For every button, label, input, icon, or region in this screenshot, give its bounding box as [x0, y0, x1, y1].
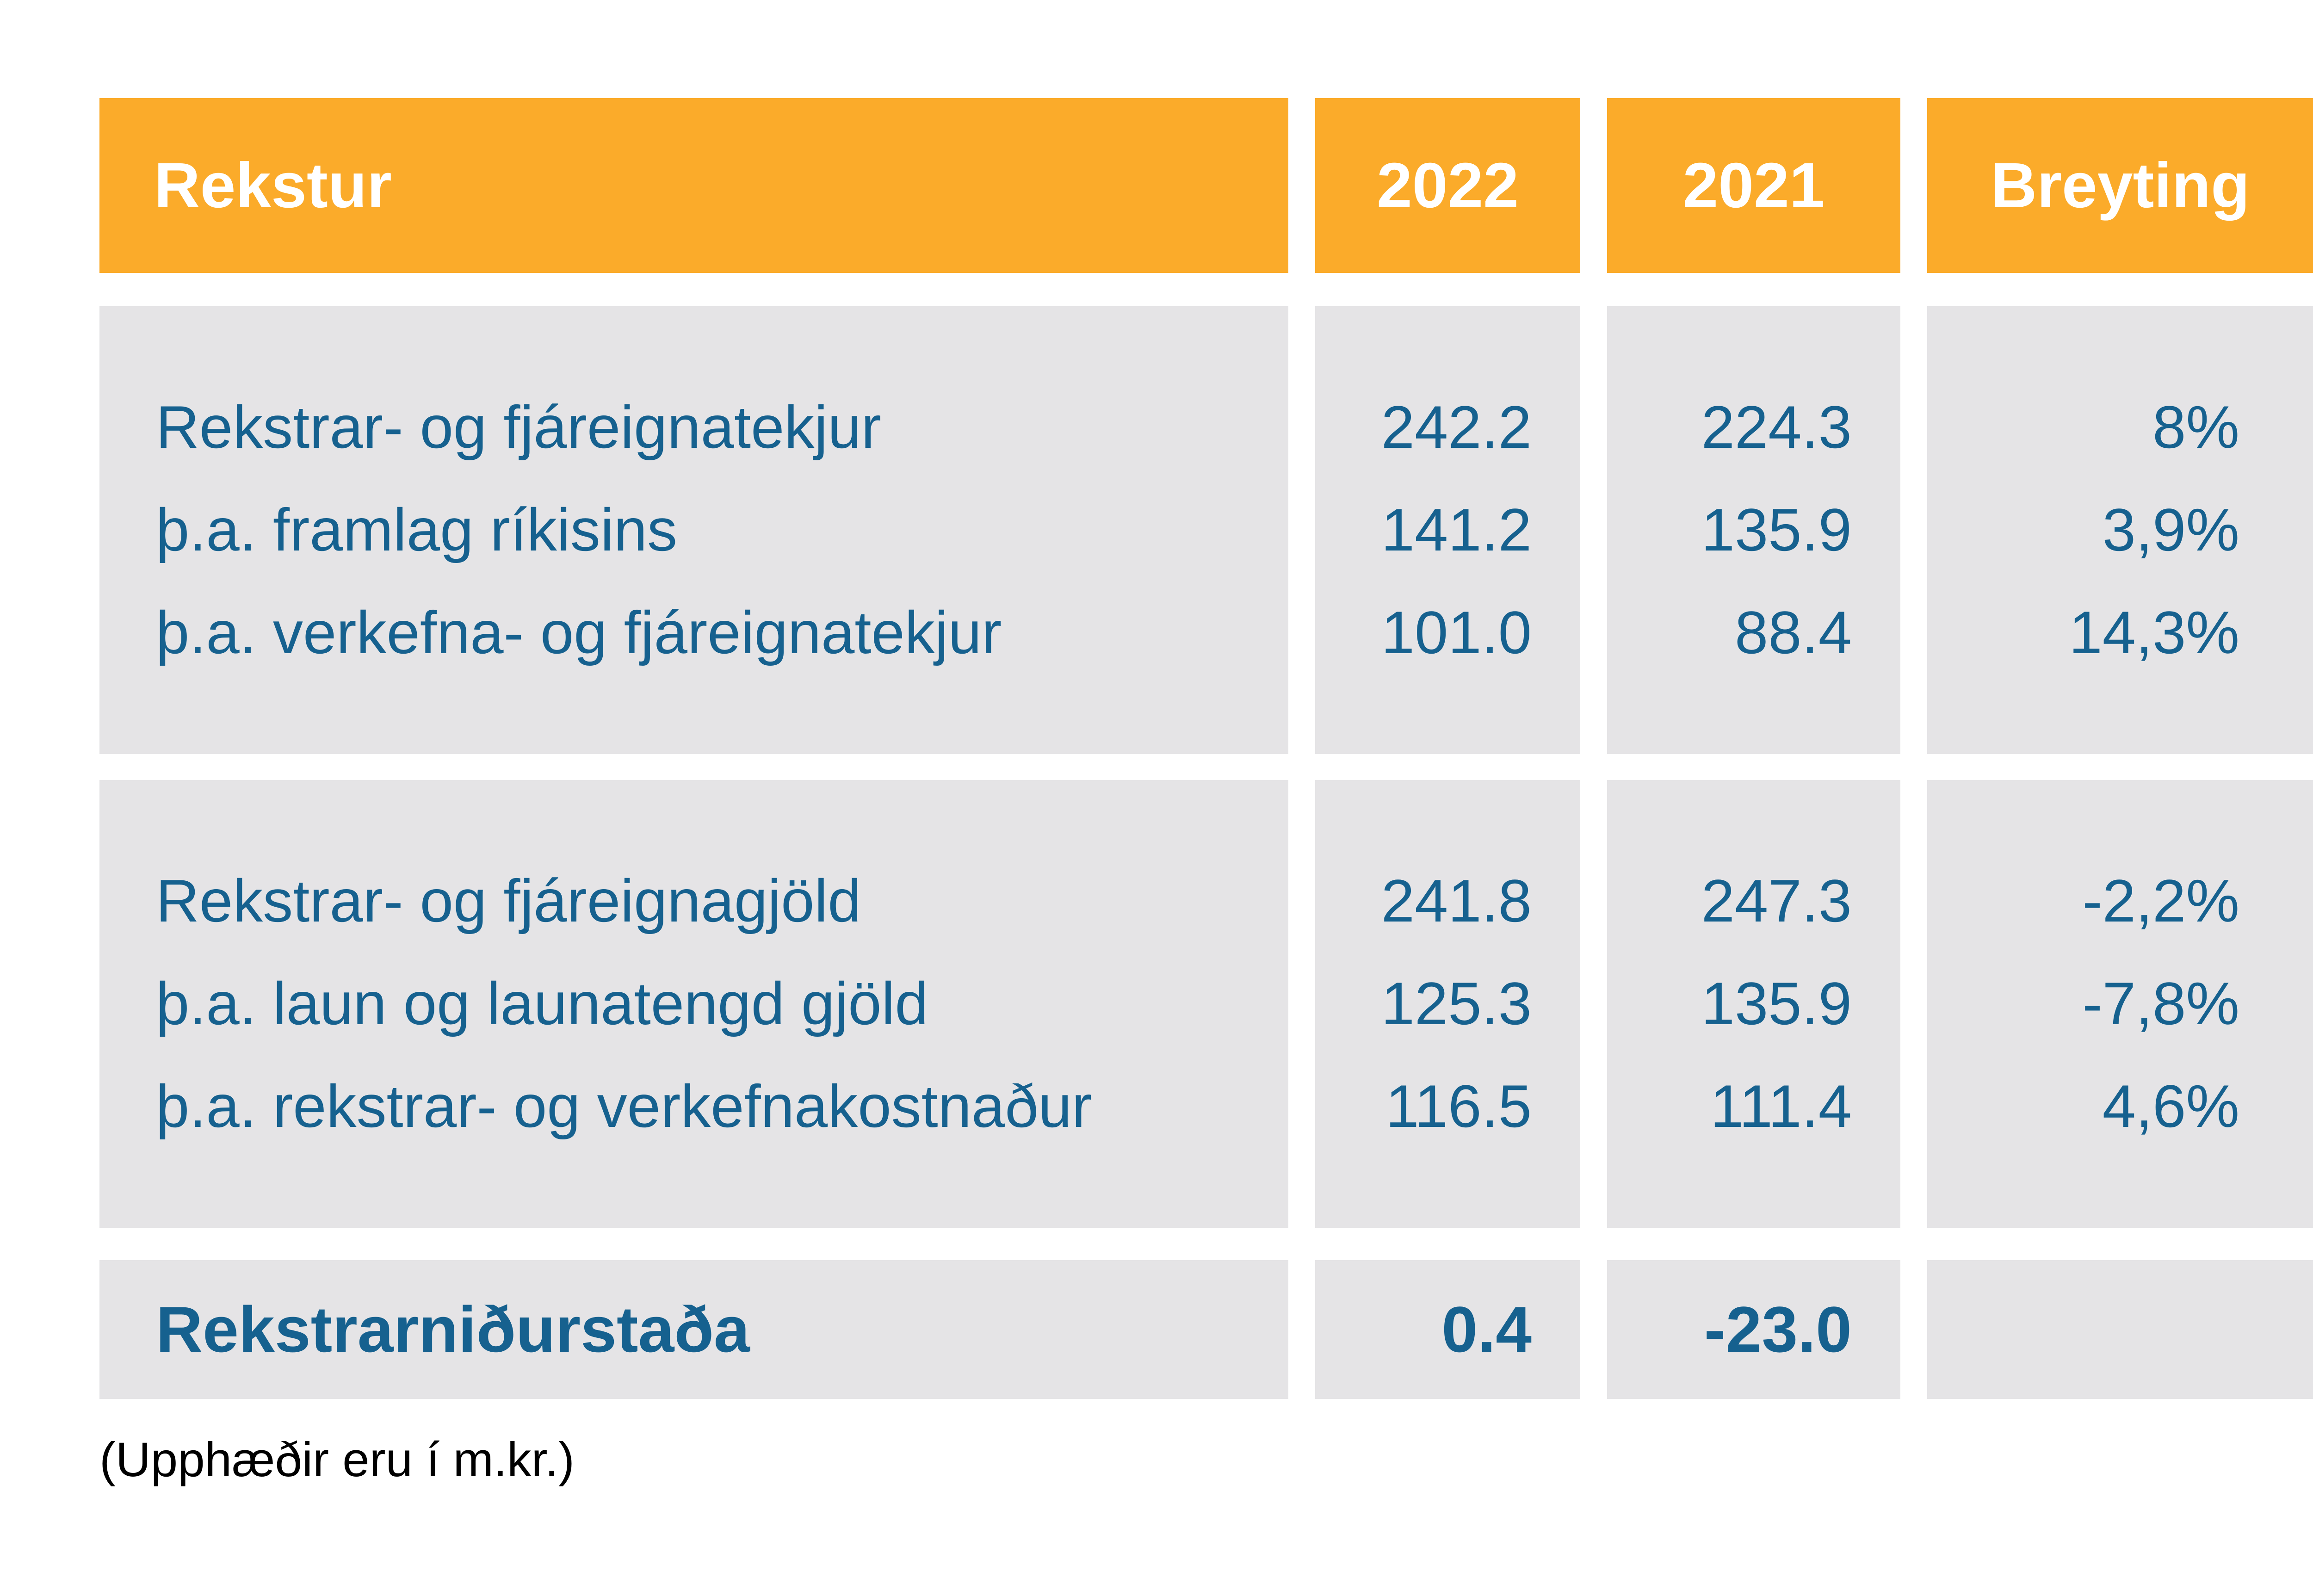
- header-cell-breyting: Breyting: [1927, 98, 2313, 273]
- financial-results-table: Rekstur 2022 2021 Breyting Rekstrar- og …: [99, 98, 2313, 1488]
- value-2022: 125.3: [1381, 970, 1532, 1037]
- row-label: þ.a. laun og launatengd gjöld: [156, 970, 928, 1037]
- table-header-row: Rekstur 2022 2021 Breyting: [99, 98, 2313, 273]
- total-2021-value: -23.0: [1607, 1260, 1900, 1399]
- total-label: Rekstrarniðurstaða: [99, 1260, 1288, 1399]
- value-change: 14,3%: [2069, 599, 2239, 666]
- table-section-revenues: Rekstrar- og fjáreignatekjur þ.a. framla…: [99, 306, 2313, 754]
- table-total-row: Rekstrarniðurstaða 0.4 -23.0: [99, 1260, 2313, 1399]
- value-2022: 101.0: [1381, 599, 1532, 666]
- value-2021: 111.4: [1710, 1072, 1852, 1140]
- table-section-expenses: Rekstrar- og fjáreignagjöld þ.a. laun og…: [99, 780, 2313, 1228]
- header-cell-2022: 2022: [1315, 98, 1580, 273]
- value-2022: 141.2: [1381, 496, 1532, 563]
- row-label: þ.a. rekstrar- og verkefnakostnaður: [156, 1072, 1092, 1140]
- section-change-column: 8% 3,9% 14,3%: [1927, 306, 2313, 754]
- section-2021-column: 224.3 135.9 88.4: [1607, 306, 1900, 754]
- value-2021: 135.9: [1701, 496, 1852, 563]
- value-2021: 247.3: [1701, 867, 1852, 934]
- value-2022: 241.8: [1381, 867, 1532, 934]
- row-label: þ.a. verkefna- og fjáreignatekjur: [156, 599, 1002, 666]
- value-2021: 88.4: [1734, 599, 1852, 666]
- value-change: -2,2%: [2082, 867, 2239, 934]
- total-2022-value: 0.4: [1315, 1260, 1580, 1399]
- header-cell-rekstur: Rekstur: [99, 98, 1288, 273]
- row-label: Rekstrar- og fjáreignagjöld: [156, 867, 861, 934]
- value-change: 8%: [2152, 393, 2239, 461]
- value-2022: 116.5: [1385, 1072, 1532, 1140]
- section-labels-column: Rekstrar- og fjáreignatekjur þ.a. framla…: [99, 306, 1288, 754]
- row-label: Rekstrar- og fjáreignatekjur: [156, 393, 881, 461]
- value-change: 4,6%: [2102, 1072, 2239, 1140]
- section-2022-column: 241.8 125.3 116.5: [1315, 780, 1580, 1228]
- section-change-column: -2,2% -7,8% 4,6%: [1927, 780, 2313, 1228]
- header-cell-2021: 2021: [1607, 98, 1900, 273]
- value-2022: 242.2: [1381, 393, 1532, 461]
- section-2021-column: 247.3 135.9 111.4: [1607, 780, 1900, 1228]
- value-2021: 135.9: [1701, 970, 1852, 1037]
- value-2021: 224.3: [1701, 393, 1852, 461]
- section-2022-column: 242.2 141.2 101.0: [1315, 306, 1580, 754]
- value-change: 3,9%: [2102, 496, 2239, 563]
- section-labels-column: Rekstrar- og fjáreignagjöld þ.a. laun og…: [99, 780, 1288, 1228]
- row-label: þ.a. framlag ríkisins: [156, 496, 678, 563]
- units-note: (Upphæðir eru í m.kr.): [99, 1433, 575, 1487]
- total-change-empty-cell: [1927, 1260, 2313, 1399]
- value-change: -7,8%: [2082, 970, 2239, 1037]
